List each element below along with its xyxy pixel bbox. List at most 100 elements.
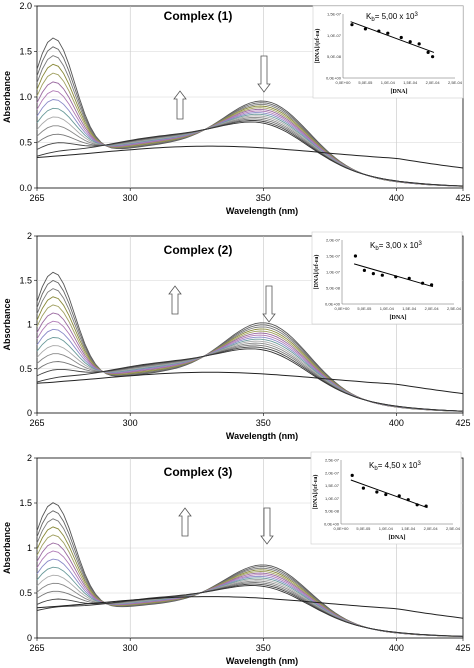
inset-point xyxy=(353,254,358,258)
spectrum-line xyxy=(36,342,464,412)
kb-exponent: 3 xyxy=(419,241,423,247)
inset-chart: 0,0E+00 5,0E-08 1,0E-07 1,5E-07 0,0E+00 5,0E-… xyxy=(312,5,464,99)
inset-point xyxy=(386,31,390,35)
x-axis-label: Wavelength (nm) xyxy=(226,656,298,666)
inset-point xyxy=(371,272,375,276)
kb-annotation: Kb= 5,00 x 103 xyxy=(366,12,419,23)
y-tick-label: 1.0 xyxy=(19,92,32,102)
y-tick-label: 0.5 xyxy=(19,138,32,148)
inset-fit-line xyxy=(350,479,428,509)
inset-x-tick: 2,0E-04 xyxy=(426,80,441,85)
y-tick-label: 0 xyxy=(27,408,32,418)
inset-x-tick: 1,5E-04 xyxy=(402,306,417,311)
inset-x-tick: 5,0E-05 xyxy=(356,526,371,531)
spectrum-line xyxy=(36,585,464,637)
panel-title: Complex (3) xyxy=(164,465,233,479)
spectrum-line xyxy=(36,90,464,187)
inset-y-label: [DNA]/(εf-εa) xyxy=(313,255,320,290)
y-axis-label: Absorbance xyxy=(2,298,12,350)
inset-x-tick: 2,5E-04 xyxy=(448,80,463,85)
panel-1: 0.0 0.5 1.0 1.5 2.0 265 300 350 400 425 Wavelength… xyxy=(2,1,471,216)
inset-y-label: [DNA]/(εf-εa) xyxy=(312,475,319,510)
kb-subscript: b xyxy=(374,466,378,472)
panel-title: Complex (1) xyxy=(164,9,233,23)
x-tick-label: 350 xyxy=(256,193,271,203)
x-tick-label: 400 xyxy=(389,643,404,653)
panel-2: 0 0.5 1 1.5 2 265 300 350 400 425 Wavelength (nm) A… xyxy=(2,231,471,441)
up-arrow xyxy=(173,90,187,120)
spectrum-line xyxy=(36,348,464,412)
inset-point xyxy=(406,498,410,502)
inset-y-tick: 5,0E-08 xyxy=(325,509,340,514)
inset-point xyxy=(426,50,430,55)
y-tick-label: 2.0 xyxy=(19,1,32,11)
down-arrow xyxy=(257,55,271,93)
inset-x-tick: 0,0E+00 xyxy=(333,526,349,531)
x-tick-label: 425 xyxy=(455,418,470,428)
down-arrow xyxy=(260,507,274,545)
spectrum-line xyxy=(36,340,464,412)
inset-point xyxy=(399,35,403,40)
inset-y-label: [DNA]/(εf-εa) xyxy=(314,29,321,64)
inset-point xyxy=(421,281,425,285)
inset-point xyxy=(424,504,428,508)
kb-subscript: b xyxy=(375,246,379,252)
up-arrow xyxy=(178,507,192,537)
inset-x-tick: 0,0E+00 xyxy=(334,306,350,311)
inset-point xyxy=(415,503,419,507)
spectrum-line xyxy=(36,115,464,187)
kb-value: = 4,50 x 10 xyxy=(378,461,418,470)
inset-point xyxy=(362,268,366,272)
inset-point xyxy=(430,283,434,287)
spectrum-line xyxy=(36,371,464,395)
panel-title: Complex (2) xyxy=(164,243,233,257)
inset-point xyxy=(407,276,411,280)
inset-y-tick: 1,5E-07 xyxy=(325,483,340,488)
inset-point xyxy=(377,29,381,33)
y-tick-label: 0 xyxy=(27,633,32,643)
y-tick-label: 1 xyxy=(27,320,32,330)
spectrum-line xyxy=(36,116,464,187)
y-tick-label: 0.0 xyxy=(19,183,32,193)
inset-x-tick: 1,5E-04 xyxy=(403,80,418,85)
inset-y-tick: 1,5E-07 xyxy=(327,12,342,17)
inset-point xyxy=(380,273,384,277)
inset-y-tick: 1,0E-07 xyxy=(325,496,340,501)
inset-point xyxy=(408,40,412,44)
inset-x-tick: 1,0E-04 xyxy=(379,526,394,531)
inset-x-label: [DNA] xyxy=(390,315,407,321)
inset-x-tick: 2,0E-04 xyxy=(424,526,439,531)
inset-frame xyxy=(310,451,462,545)
kb-exponent: 3 xyxy=(418,461,422,467)
x-tick-label: 300 xyxy=(123,643,138,653)
inset-x-tick: 2,5E-04 xyxy=(446,526,461,531)
inset-point xyxy=(363,27,367,31)
kb-symbol: K xyxy=(366,12,372,21)
y-tick-label: 1.5 xyxy=(19,498,32,508)
inset-point xyxy=(431,55,435,59)
x-tick-label: 425 xyxy=(455,193,470,203)
x-tick-label: 265 xyxy=(29,193,44,203)
x-axis-label: Wavelength (nm) xyxy=(226,431,298,441)
inset-x-tick: 1,0E-04 xyxy=(381,80,396,85)
inset-y-tick: 0,0E+00 xyxy=(325,302,341,307)
inset-x-tick: 1,0E-04 xyxy=(380,306,395,311)
inset-x-tick: 0,0E+00 xyxy=(335,80,351,85)
up-arrow xyxy=(168,285,182,315)
inset-point xyxy=(384,492,388,497)
kb-subscript: b xyxy=(371,17,375,23)
inset-point xyxy=(375,490,379,494)
inset-point xyxy=(361,486,365,490)
kb-value: = 3,00 x 10 xyxy=(379,241,419,250)
inset-y-tick: 5,0E-08 xyxy=(326,286,341,291)
inset-point xyxy=(350,23,354,27)
spectrum-line xyxy=(36,312,464,412)
inset-y-tick: 2,0E-07 xyxy=(326,238,341,243)
down-arrow xyxy=(262,285,276,323)
inset-chart: 0,0E+00 5,0E-08 1,0E-07 1,5E-07 2,0E-07 0,0E+… xyxy=(311,231,463,325)
spectrum-line xyxy=(36,121,464,187)
spectrum-line xyxy=(36,145,464,169)
inset-chart: 0,0E+00 5,0E-08 1,0E-07 1,5E-07 2,0E-07 2,5E-… xyxy=(310,451,462,545)
kb-annotation: Kb= 3,00 x 103 xyxy=(370,241,423,252)
